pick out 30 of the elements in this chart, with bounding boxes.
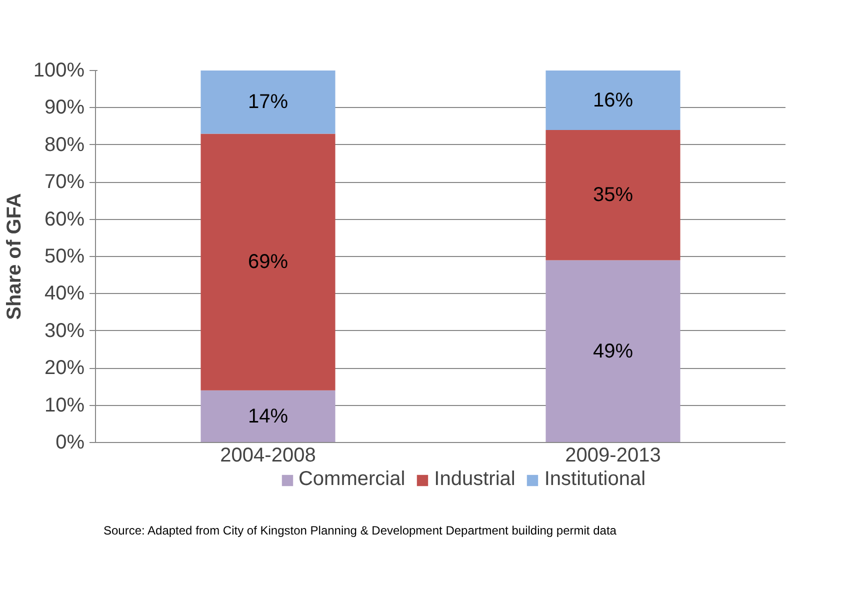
bar — [546, 70, 680, 130]
y-tick-label: 10% — [44, 394, 85, 416]
data-label: 69% — [248, 251, 288, 274]
bar — [200, 70, 336, 134]
source-note: Source: Adapted from City of Kingston Planning & Development Department building permit data — [104, 524, 617, 538]
y-tick-label: 20% — [44, 357, 85, 380]
y-tick-label: 60% — [44, 208, 85, 230]
bar — [546, 130, 680, 260]
y-tick-label: 90% — [44, 96, 85, 119]
data-label: 49% — [592, 340, 634, 362]
legend-label: Commercial — [298, 468, 406, 491]
data-label: 14% — [248, 405, 288, 428]
y-tick-label: 40% — [44, 282, 85, 305]
legend-label: Institutional — [544, 468, 646, 491]
bar — [200, 390, 336, 442]
bar — [546, 260, 680, 442]
y-tick-label: 0% — [56, 432, 85, 454]
data-label: 35% — [592, 184, 634, 206]
y-tick-label: 30% — [44, 320, 85, 342]
y-tick-label: 80% — [44, 134, 85, 156]
bar — [200, 134, 336, 390]
y-tick-label: 70% — [44, 171, 85, 194]
y-tick-label: 100% — [33, 60, 85, 82]
x-tick-label: 2009-2013 — [565, 444, 661, 466]
y-tick-label: 50% — [44, 246, 85, 268]
data-label: 17% — [248, 91, 288, 114]
legend-label: Industrial — [434, 468, 516, 491]
y-axis-title: Share of GFA — [3, 193, 26, 320]
data-label: 16% — [592, 89, 634, 112]
x-tick-label: 2004-2008 — [220, 444, 316, 466]
